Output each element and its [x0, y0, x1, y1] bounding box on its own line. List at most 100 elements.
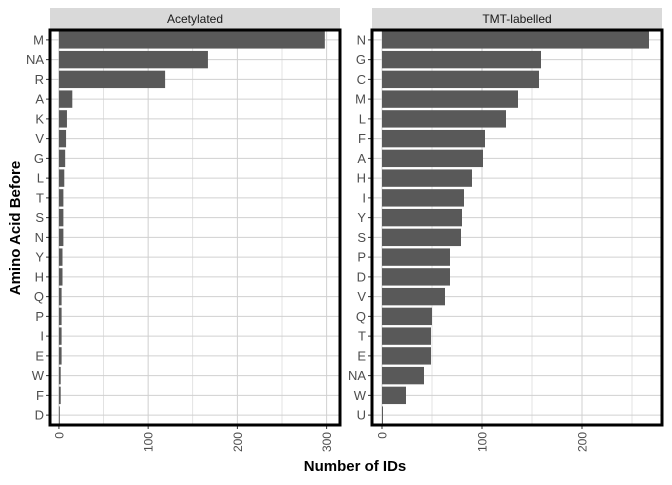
- y-tick-label: R: [35, 72, 44, 87]
- y-tick-label: L: [37, 171, 44, 186]
- x-tick-label: 100: [476, 432, 490, 452]
- bar-na: [58, 50, 208, 69]
- y-tick-label: F: [36, 388, 44, 403]
- y-tick-label: U: [357, 408, 366, 423]
- y-tick-label: E: [357, 348, 366, 363]
- bar-u: [382, 406, 383, 424]
- y-tick-label: A: [357, 151, 366, 166]
- bar-i: [382, 189, 464, 207]
- bar-l: [58, 169, 65, 187]
- bar-s: [382, 228, 461, 247]
- y-tick-label: I: [40, 329, 44, 344]
- y-tick-label: D: [35, 408, 44, 423]
- plot-background: [372, 30, 662, 425]
- bar-m: [58, 31, 325, 49]
- panel-border: [370, 28, 664, 427]
- x-axis-title: Number of IDs: [304, 458, 407, 475]
- bar-l: [382, 110, 506, 128]
- y-tick-label: NA: [348, 368, 366, 383]
- y-tick-label: V: [35, 131, 44, 146]
- y-tick-label: H: [357, 171, 366, 186]
- bar-t: [58, 189, 64, 207]
- bar-n: [58, 228, 64, 247]
- y-tick-label: N: [357, 32, 366, 47]
- y-tick-label: I: [362, 190, 366, 205]
- bar-y: [382, 208, 462, 227]
- y-axis-title: Amino Acid Before: [7, 161, 24, 295]
- bar-g: [382, 50, 541, 69]
- y-tick-label: F: [358, 131, 366, 146]
- bar-h: [382, 169, 472, 187]
- bar-h: [58, 268, 63, 286]
- x-tick-label: 0: [376, 432, 390, 439]
- plot-background: [50, 30, 340, 425]
- facet-strip: [50, 8, 340, 30]
- bar-q: [58, 287, 62, 306]
- bar-r: [58, 70, 166, 89]
- bar-v: [382, 287, 445, 306]
- bar-w: [382, 386, 406, 405]
- facet-title: Acetylated: [167, 12, 223, 26]
- y-tick-label: W: [354, 388, 367, 403]
- bar-n: [382, 31, 649, 49]
- y-tick-label: D: [357, 269, 366, 284]
- bar-i: [58, 327, 62, 345]
- panel-border: [48, 28, 342, 427]
- y-tick-label: Q: [356, 309, 366, 324]
- x-tick-label: 200: [576, 432, 590, 452]
- bar-w: [58, 366, 61, 385]
- y-tick-label: A: [35, 92, 44, 107]
- y-tick-label: P: [35, 309, 44, 324]
- bar-v: [58, 129, 67, 148]
- y-tick-label: Y: [357, 210, 366, 225]
- bar-g: [58, 149, 66, 168]
- y-tick-label: P: [357, 250, 366, 265]
- bar-s: [58, 208, 64, 227]
- y-tick-label: M: [33, 32, 44, 47]
- x-tick-label: 300: [320, 432, 334, 452]
- y-tick-label: K: [35, 111, 44, 126]
- y-tick-label: G: [356, 52, 366, 67]
- bar-d: [58, 406, 60, 424]
- y-tick-label: T: [36, 190, 44, 205]
- bar-e: [58, 347, 62, 365]
- y-tick-label: V: [357, 289, 366, 304]
- y-tick-label: T: [358, 329, 366, 344]
- bar-q: [382, 307, 432, 326]
- facet-title: TMT-labelled: [482, 12, 551, 26]
- y-tick-label: C: [357, 72, 366, 87]
- x-tick-label: 200: [231, 432, 245, 452]
- bar-m: [382, 90, 518, 108]
- bar-t: [382, 327, 431, 345]
- bar-e: [382, 347, 431, 365]
- y-tick-label: H: [35, 269, 44, 284]
- y-tick-label: N: [35, 230, 44, 245]
- facet-strip: [372, 8, 662, 30]
- bar-p: [58, 307, 62, 326]
- x-tick-label: 100: [142, 432, 156, 452]
- bar-c: [382, 70, 539, 89]
- y-tick-label: G: [34, 151, 44, 166]
- y-tick-label: Y: [35, 250, 44, 265]
- y-tick-label: M: [355, 92, 366, 107]
- y-tick-label: E: [35, 348, 44, 363]
- bar-a: [58, 90, 73, 108]
- y-tick-label: Q: [34, 289, 44, 304]
- bar-p: [382, 248, 450, 266]
- bar-f: [58, 386, 61, 405]
- y-tick-label: NA: [26, 52, 44, 67]
- x-tick-label: 0: [52, 432, 66, 439]
- y-tick-label: S: [357, 230, 366, 245]
- bar-a: [382, 149, 483, 168]
- y-tick-label: L: [359, 111, 366, 126]
- bar-k: [58, 110, 67, 128]
- bar-na: [382, 366, 424, 385]
- y-tick-label: W: [32, 368, 45, 383]
- bar-f: [382, 129, 485, 148]
- bar-d: [382, 268, 450, 286]
